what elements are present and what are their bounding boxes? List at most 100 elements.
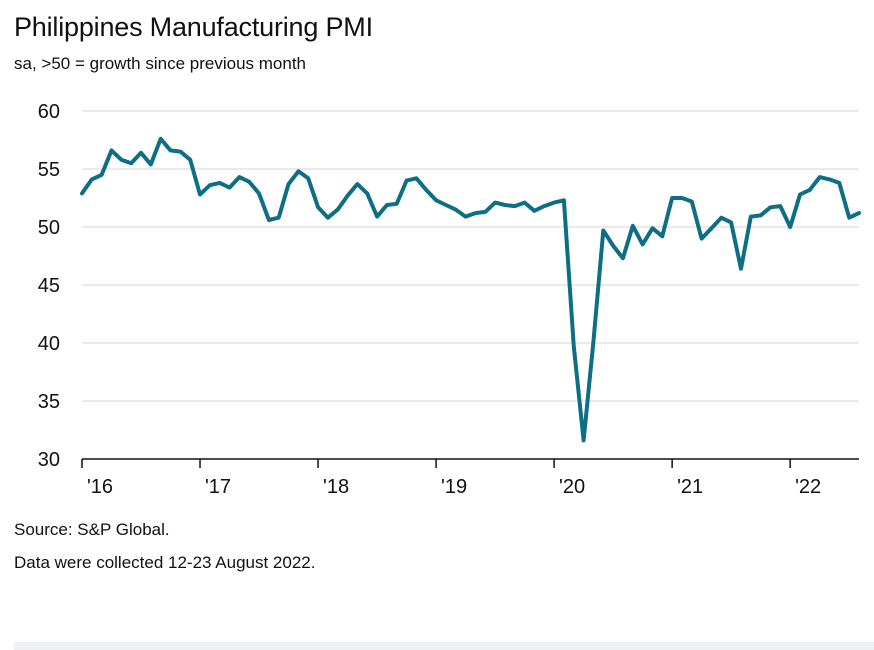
data-point <box>267 219 270 222</box>
data-point <box>130 162 133 165</box>
x-tick-label: '22 <box>795 476 821 498</box>
x-tick-label: '17 <box>205 476 231 498</box>
data-point <box>366 192 369 195</box>
data-point <box>159 137 162 140</box>
data-point <box>228 186 231 189</box>
series-group <box>80 136 861 443</box>
data-point <box>661 235 664 238</box>
data-point <box>680 197 683 200</box>
data-point <box>218 181 221 184</box>
data-point <box>828 178 831 181</box>
data-point <box>592 340 595 343</box>
data-point <box>858 212 861 215</box>
data-point <box>621 257 624 260</box>
data-point <box>474 212 477 215</box>
data-point <box>808 188 811 191</box>
data-point <box>848 216 851 219</box>
data-point <box>798 193 801 196</box>
y-tick-label: 45 <box>38 275 60 297</box>
data-point <box>307 177 310 180</box>
y-tick-label: 35 <box>38 391 60 413</box>
data-point <box>110 149 113 152</box>
data-point <box>415 177 418 180</box>
data-point <box>484 210 487 213</box>
data-point <box>651 227 654 230</box>
data-point <box>297 170 300 173</box>
data-point <box>671 197 674 200</box>
data-point <box>749 215 752 218</box>
data-point <box>454 208 457 211</box>
data-point <box>208 184 211 187</box>
y-tick-label: 55 <box>38 159 60 181</box>
data-point <box>395 202 398 205</box>
series-line-pmi <box>80 136 861 443</box>
data-point <box>405 179 408 182</box>
data-point <box>730 221 733 224</box>
data-point <box>543 205 546 208</box>
footnote-collected: Data were collected 12-23 August 2022. <box>14 553 316 572</box>
data-point <box>631 224 634 227</box>
data-point <box>789 226 792 229</box>
data-point <box>248 180 251 183</box>
data-point <box>326 216 329 219</box>
pmi-line-chart: 30 35 40 45 50 55 60 '16 '17 '18 '19 '20 '21 '22 <box>38 101 861 498</box>
data-point <box>838 181 841 184</box>
data-point <box>700 237 703 240</box>
data-point <box>444 203 447 206</box>
data-point <box>169 149 172 152</box>
data-point <box>739 267 742 270</box>
data-point <box>779 205 782 208</box>
x-tick-label: '18 <box>323 476 349 498</box>
data-point <box>690 200 693 203</box>
data-point <box>277 216 280 219</box>
data-point <box>385 203 388 206</box>
data-point <box>503 203 506 206</box>
x-tick-label: '21 <box>677 476 703 498</box>
chart-title: Philippines Manufacturing PMI <box>14 12 373 42</box>
data-point <box>179 150 182 153</box>
footnote-source: Source: S&P Global. <box>14 520 170 539</box>
y-tick-label: 30 <box>38 449 60 471</box>
y-tick-label: 60 <box>38 101 60 123</box>
data-point <box>523 201 526 204</box>
data-point <box>562 199 565 202</box>
data-point <box>287 183 290 186</box>
data-point <box>710 227 713 230</box>
bottom-divider <box>14 642 874 650</box>
data-point <box>356 183 359 186</box>
data-point <box>120 158 123 161</box>
x-tick-label: '16 <box>87 476 113 498</box>
data-point <box>720 216 723 219</box>
data-point <box>81 192 84 195</box>
data-point <box>769 206 772 209</box>
chart-subtitle: sa, >50 = growth since previous month <box>14 54 306 73</box>
data-point <box>464 215 467 218</box>
data-point <box>582 439 585 442</box>
data-point <box>612 244 615 247</box>
x-axis: '16 '17 '18 '19 '20 '21 '22 <box>81 458 859 498</box>
y-tick-label: 40 <box>38 333 60 355</box>
data-point <box>140 151 143 154</box>
data-point <box>317 206 320 209</box>
x-tick-label: '19 <box>441 476 467 498</box>
data-point <box>553 201 556 204</box>
data-point <box>425 188 428 191</box>
gridlines <box>82 110 859 402</box>
data-point <box>513 205 516 208</box>
x-tick-label: '20 <box>559 476 585 498</box>
data-point <box>376 215 379 218</box>
data-point <box>435 199 438 202</box>
data-point <box>602 229 605 232</box>
data-point <box>818 176 821 179</box>
y-tick-label: 50 <box>38 217 60 239</box>
data-point <box>641 243 644 246</box>
data-point <box>199 193 202 196</box>
data-point <box>189 158 192 161</box>
data-point <box>258 192 261 195</box>
data-point <box>346 194 349 197</box>
data-point <box>572 345 575 348</box>
data-point <box>336 208 339 211</box>
data-point <box>494 201 497 204</box>
data-point <box>759 214 762 217</box>
y-axis-ticks: 30 35 40 45 50 55 60 <box>38 101 60 471</box>
